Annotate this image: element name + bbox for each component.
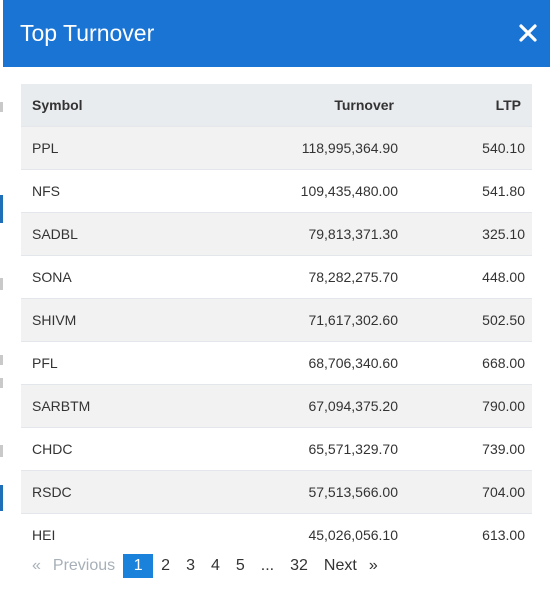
cell-turnover: 71,617,302.60 — [221, 298, 405, 342]
close-icon — [519, 24, 537, 42]
column-header-symbol[interactable]: Symbol — [21, 84, 221, 127]
cell-symbol: PPL — [21, 126, 221, 170]
turnover-table: Symbol Turnover LTP PPL 118,995,364.90 5… — [21, 84, 532, 556]
background-blue-fragment — [0, 485, 3, 511]
background-text-fragment — [0, 378, 3, 388]
cell-turnover: 78,282,275.70 — [221, 255, 405, 299]
cell-turnover: 65,571,329.70 — [221, 427, 405, 471]
background-text-fragment — [0, 445, 3, 457]
cell-symbol: PFL — [21, 341, 221, 385]
cell-ltp: 668.00 — [405, 341, 532, 385]
table-row: PPL 118,995,364.90 540.10 — [21, 126, 532, 170]
page-button-32[interactable]: 32 — [290, 557, 308, 574]
page-button-2[interactable]: 2 — [161, 557, 171, 574]
cell-ltp: 739.00 — [405, 427, 532, 471]
table-row: SHIVM 71,617,302.60 502.50 — [21, 298, 532, 342]
cell-symbol: SARBTM — [21, 384, 221, 428]
modal-header: Top Turnover — [3, 0, 550, 67]
table-row: SADBL 79,813,371.30 325.10 — [21, 212, 532, 256]
top-turnover-modal: Top Turnover Symbol Turnover LTP PPL 118… — [3, 0, 550, 607]
cell-symbol: NFS — [21, 169, 221, 213]
cell-symbol: SONA — [21, 255, 221, 299]
cell-ltp: 540.10 — [405, 126, 532, 170]
cell-turnover: 45,026,056.10 — [221, 513, 405, 556]
modal-title: Top Turnover — [20, 20, 155, 46]
cell-symbol: HEI — [21, 513, 221, 556]
cell-ltp: 704.00 — [405, 470, 532, 514]
next-arrow-icon[interactable]: » — [368, 557, 378, 574]
pagination-ellipsis: ... — [260, 557, 275, 574]
column-header-turnover[interactable]: Turnover — [221, 84, 405, 127]
turnover-table-container: Symbol Turnover LTP PPL 118,995,364.90 5… — [21, 84, 532, 556]
cell-ltp: 541.80 — [405, 169, 532, 213]
cell-turnover: 109,435,480.00 — [221, 169, 405, 213]
cell-ltp: 325.10 — [405, 212, 532, 256]
next-button[interactable]: Next — [323, 557, 357, 574]
background-text-fragment — [0, 355, 3, 365]
page-button-4[interactable]: 4 — [210, 557, 220, 574]
table-row: SARBTM 67,094,375.20 790.00 — [21, 384, 532, 428]
cell-turnover: 79,813,371.30 — [221, 212, 405, 256]
background-page-edge — [0, 0, 4, 607]
prev-arrow-icon: « — [32, 557, 41, 574]
cell-symbol: SHIVM — [21, 298, 221, 342]
cell-turnover: 57,513,566.00 — [221, 470, 405, 514]
page-button-3[interactable]: 3 — [186, 557, 195, 574]
pagination: « Previous 1 2 3 4 5 ... 32 Next » — [28, 554, 382, 578]
cell-ltp: 613.00 — [405, 513, 532, 556]
cell-turnover: 68,706,340.60 — [221, 341, 405, 385]
table-row: CHDC 65,571,329.70 739.00 — [21, 427, 532, 471]
background-text-fragment — [0, 278, 3, 290]
cell-symbol: SADBL — [21, 212, 221, 256]
close-button[interactable] — [517, 22, 539, 44]
cell-ltp: 448.00 — [405, 255, 532, 299]
background-blue-fragment — [0, 195, 3, 223]
cell-symbol: CHDC — [21, 427, 221, 471]
column-header-ltp[interactable]: LTP — [405, 84, 532, 127]
table-row: PFL 68,706,340.60 668.00 — [21, 341, 532, 385]
table-row: HEI 45,026,056.10 613.00 — [21, 513, 532, 556]
table-row: NFS 109,435,480.00 541.80 — [21, 169, 532, 213]
page-button-1[interactable]: 1 — [123, 554, 154, 578]
cell-symbol: RSDC — [21, 470, 221, 514]
previous-button: Previous — [52, 557, 116, 574]
table-row: RSDC 57,513,566.00 704.00 — [21, 470, 532, 514]
table-row: SONA 78,282,275.70 448.00 — [21, 255, 532, 299]
page-button-5[interactable]: 5 — [235, 557, 245, 574]
cell-turnover: 118,995,364.90 — [221, 126, 405, 170]
cell-ltp: 502.50 — [405, 298, 532, 342]
table-header-row: Symbol Turnover LTP — [21, 84, 532, 127]
cell-ltp: 790.00 — [405, 384, 532, 428]
background-text-fragment — [0, 102, 3, 112]
cell-turnover: 67,094,375.20 — [221, 384, 405, 428]
